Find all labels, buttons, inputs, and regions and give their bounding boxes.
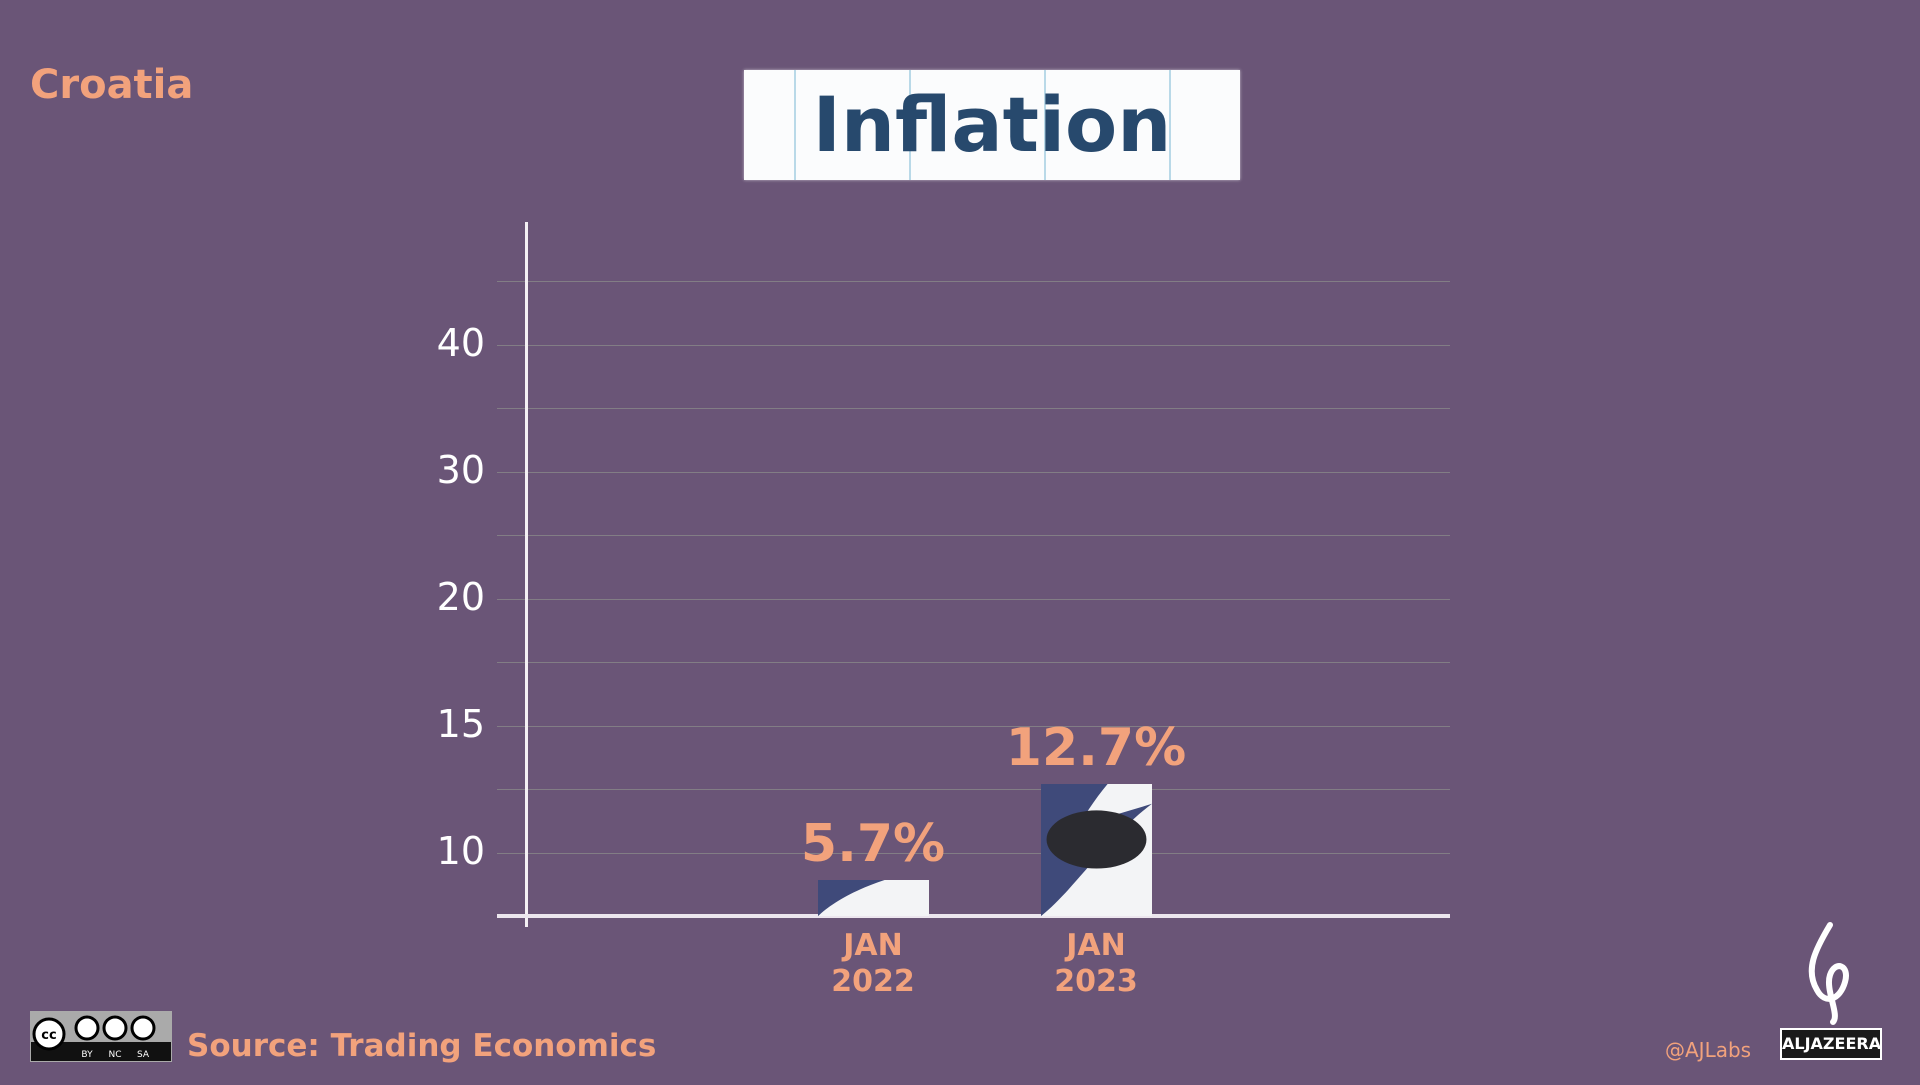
bar-texture bbox=[1040, 783, 1152, 916]
x-category-label: JAN 2022 bbox=[831, 928, 915, 999]
aljazeera-logo: ALJAZEERA bbox=[1780, 1028, 1882, 1060]
cc-by-nc-sa-icon: cc BY NC SA bbox=[31, 1012, 171, 1060]
y-tick-label: 15 bbox=[436, 701, 485, 746]
aljazeera-calligraphy-icon bbox=[1808, 922, 1849, 1025]
bar bbox=[1040, 783, 1152, 916]
x-axis-line bbox=[497, 914, 1450, 918]
gridline bbox=[497, 789, 1450, 790]
y-tick-label: 10 bbox=[436, 828, 485, 873]
gridline bbox=[497, 852, 1450, 854]
bar bbox=[817, 879, 929, 916]
gridline bbox=[497, 408, 1450, 409]
gridline bbox=[497, 471, 1450, 473]
value-label: 5.7% bbox=[800, 813, 946, 874]
license-by: BY bbox=[81, 1050, 93, 1060]
country-label: Croatia bbox=[30, 62, 194, 108]
source-text: Source: Trading Economics bbox=[187, 1028, 657, 1064]
x-category-label: JAN 2023 bbox=[1054, 928, 1138, 999]
bar-texture bbox=[817, 879, 885, 916]
gridline bbox=[497, 662, 1450, 663]
y-axis-line bbox=[525, 222, 528, 927]
y-tick-label: 30 bbox=[436, 447, 485, 492]
title-card: Inflation bbox=[744, 70, 1240, 180]
license-sa: SA bbox=[137, 1050, 150, 1060]
gridline bbox=[497, 281, 1450, 282]
y-tick-label: 40 bbox=[436, 320, 485, 365]
gridline bbox=[497, 725, 1450, 727]
gridline bbox=[497, 598, 1450, 600]
license-nc: NC bbox=[108, 1050, 121, 1060]
chart-title: Inflation bbox=[812, 80, 1172, 169]
value-label: 12.7% bbox=[1005, 717, 1187, 778]
gridline bbox=[497, 344, 1450, 346]
aj-labs-handle: @AJLabs bbox=[1665, 1038, 1752, 1062]
svg-text:cc: cc bbox=[41, 1028, 56, 1043]
gridline bbox=[497, 535, 1450, 536]
y-tick-label: 20 bbox=[436, 574, 485, 619]
cc-license-badge: cc BY NC SA bbox=[30, 1011, 172, 1062]
